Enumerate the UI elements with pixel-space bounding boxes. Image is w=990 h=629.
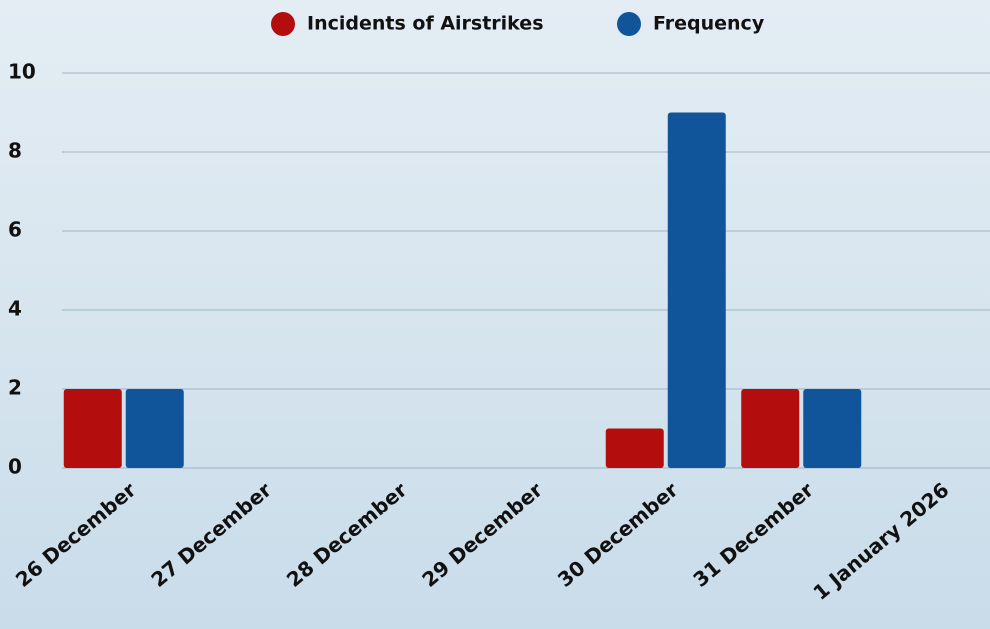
x-tick-label: 26 December: [11, 478, 141, 592]
x-tick-label: 27 December: [146, 478, 276, 592]
y-tick-label: 10: [8, 60, 36, 84]
y-tick-label: 8: [8, 139, 22, 163]
bar: [803, 389, 862, 468]
legend-label: Incidents of Airstrikes: [307, 13, 544, 35]
x-tick-label: 1 January 2026: [808, 478, 953, 605]
bar: [667, 112, 726, 468]
y-tick-label: 4: [8, 297, 22, 321]
legend-swatch: [271, 12, 295, 36]
x-tick-label: 28 December: [282, 478, 412, 592]
y-tick-label: 2: [8, 376, 22, 400]
bar: [741, 389, 800, 468]
bar: [125, 389, 184, 468]
bar: [605, 428, 664, 468]
x-tick-label: 31 December: [688, 478, 818, 592]
legend-swatch: [617, 12, 641, 36]
bar: [63, 389, 122, 468]
y-tick-label: 0: [8, 455, 22, 479]
x-tick-label: 29 December: [417, 478, 547, 592]
y-tick-label: 6: [8, 218, 22, 242]
legend-label: Frequency: [653, 13, 765, 35]
x-tick-label: 30 December: [553, 478, 683, 592]
